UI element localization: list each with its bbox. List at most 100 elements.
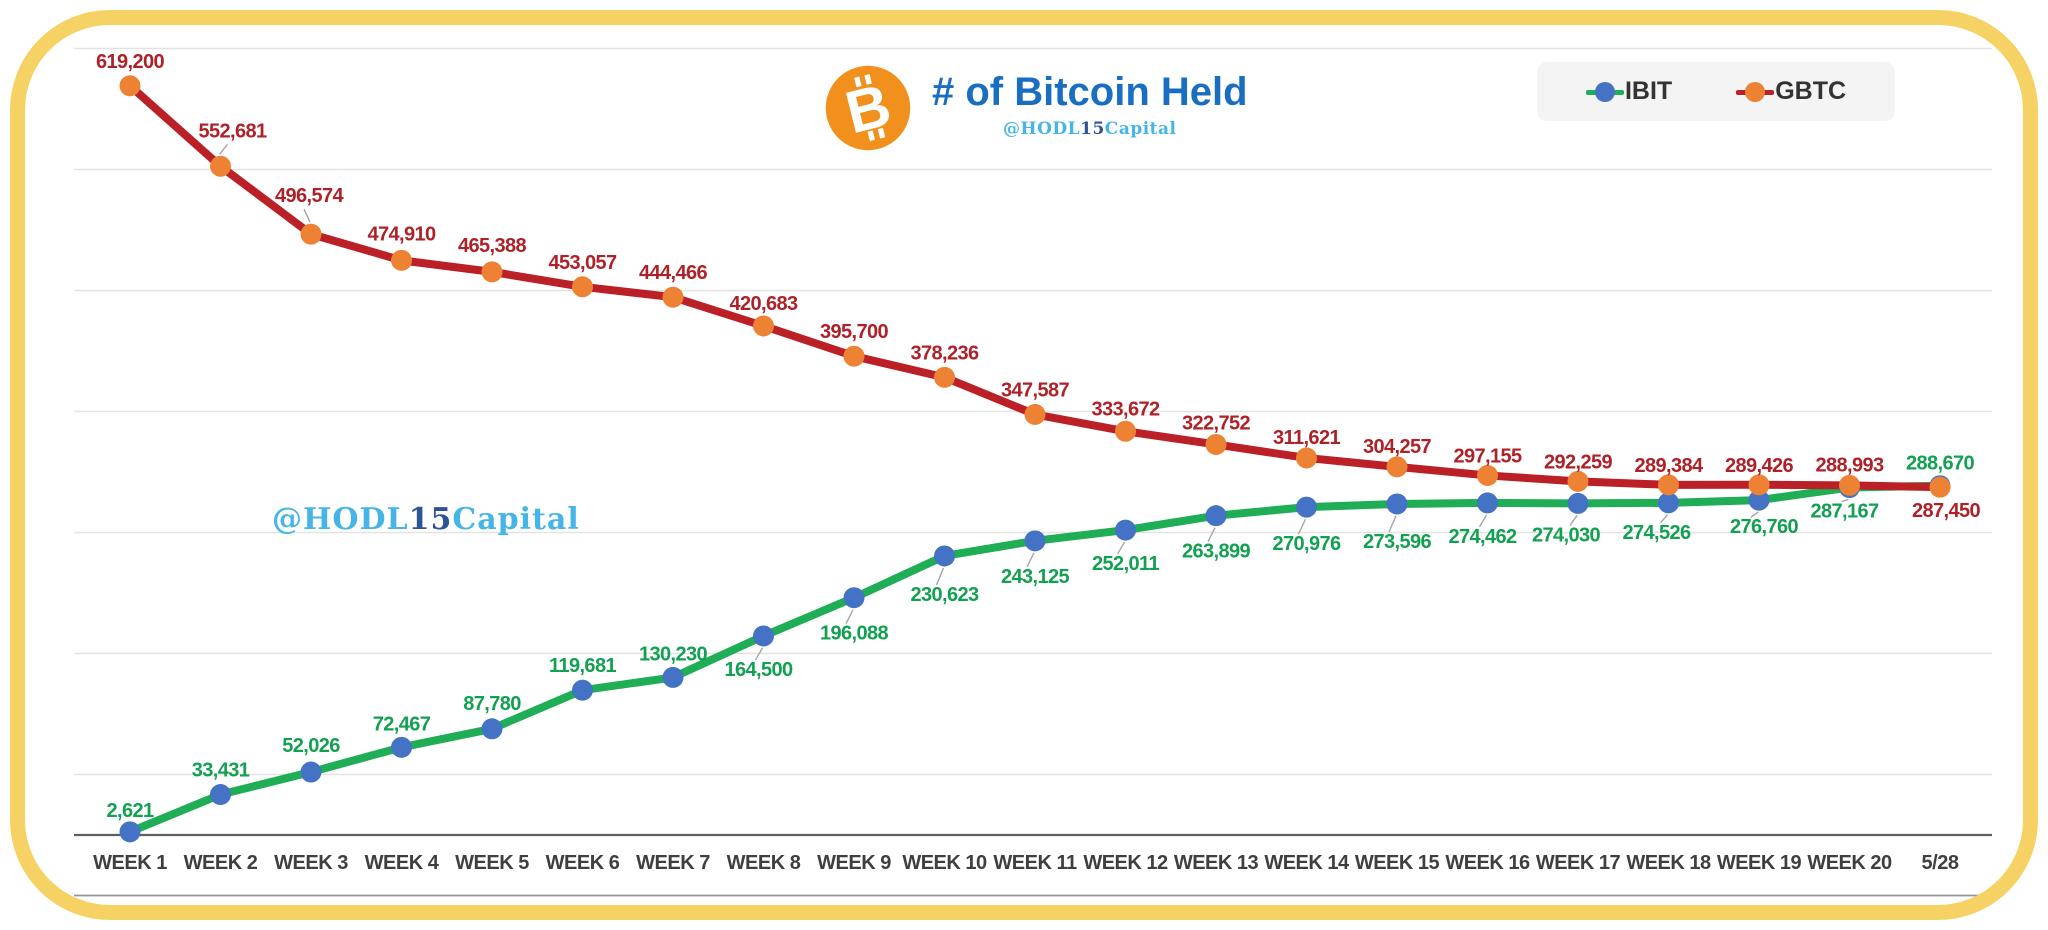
x-axis-label: WEEK 5 [455, 852, 529, 874]
data-point-ibit [1748, 489, 1770, 511]
x-axis-label: WEEK 15 [1355, 852, 1440, 874]
credit-handle: @HODL15Capital [1003, 119, 1176, 139]
data-label-ibit: 263,899 [1182, 541, 1251, 563]
data-label-gbtc: 552,681 [198, 120, 267, 142]
data-label-ibit: 230,623 [910, 584, 979, 606]
data-label-ibit: 274,030 [1532, 524, 1601, 546]
data-label-gbtc: 496,574 [275, 185, 345, 207]
data-label-gbtc: 288,993 [1815, 454, 1884, 476]
data-label-gbtc: 304,257 [1363, 436, 1432, 458]
label-leader-line [1207, 527, 1216, 542]
data-label-ibit: 287,167 [1810, 501, 1879, 523]
data-point-ibit [210, 784, 231, 806]
data-label-gbtc: 333,672 [1091, 398, 1160, 420]
x-axis-label: WEEK 11 [993, 852, 1077, 874]
label-leader-line [845, 609, 854, 625]
data-label-gbtc: 444,466 [639, 262, 708, 284]
data-point-gbtc [572, 276, 593, 298]
data-point-ibit [1024, 530, 1046, 552]
label-leader-line [1750, 511, 1759, 518]
data-label-ibit: 274,462 [1448, 526, 1517, 548]
x-axis-label: WEEK 8 [727, 852, 801, 874]
data-point-gbtc [1115, 420, 1136, 442]
data-point-gbtc [1205, 433, 1227, 455]
watermark-number: 15 [408, 502, 453, 537]
data-point-gbtc [1567, 470, 1589, 492]
x-axis-label: WEEK 18 [1626, 852, 1711, 874]
data-point-gbtc [300, 223, 322, 245]
x-axis-label: WEEK 12 [1083, 852, 1168, 874]
x-axis-label: WEEK 3 [274, 852, 348, 874]
data-label-gbtc: 297,155 [1453, 445, 1522, 467]
data-label-gbtc: 287,450 [1912, 500, 1981, 522]
label-leader-line [1116, 541, 1126, 555]
data-label-ibit: 288,670 [1906, 453, 1975, 475]
data-point-ibit [662, 666, 684, 688]
x-axis-label: 5/28 [1922, 852, 1959, 874]
data-point-gbtc [1024, 403, 1046, 425]
x-axis-label: WEEK 10 [902, 852, 987, 874]
data-point-gbtc [1386, 456, 1408, 478]
data-point-gbtc [1839, 474, 1860, 496]
credit-suffix: Capital [1104, 119, 1177, 139]
x-axis-label: WEEK 4 [365, 852, 440, 874]
data-label-ibit: 252,011 [1092, 553, 1159, 575]
data-label-gbtc: 322,752 [1182, 412, 1251, 434]
data-label-gbtc: 378,236 [910, 342, 979, 364]
data-point-ibit [572, 679, 593, 701]
label-leader-line [935, 567, 945, 586]
x-axis-label: WEEK 1 [93, 852, 167, 874]
label-leader-line [218, 143, 229, 155]
label-leader-line [1478, 514, 1488, 528]
data-point-ibit [1205, 505, 1227, 527]
data-label-gbtc: 453,057 [548, 252, 617, 274]
data-point-gbtc [934, 366, 955, 388]
data-label-ibit: 52,026 [282, 735, 340, 757]
legend: IBIT GBTC [1537, 62, 1895, 121]
x-axis-label: WEEK 17 [1536, 852, 1621, 874]
data-point-gbtc [843, 345, 865, 367]
legend-label-gbtc: GBTC [1775, 77, 1847, 105]
data-point-ibit [300, 761, 322, 783]
data-point-gbtc [481, 261, 503, 283]
x-axis-label: WEEK 14 [1264, 852, 1350, 874]
x-axis-label: WEEK 19 [1717, 852, 1802, 874]
label-leader-line [1659, 514, 1669, 524]
x-axis-label: WEEK 16 [1445, 852, 1530, 874]
data-point-ibit [843, 587, 865, 609]
page-title: # of Bitcoin Held [932, 70, 1248, 114]
data-point-ibit [119, 821, 141, 843]
x-axis-label: WEEK 7 [636, 852, 710, 874]
data-point-ibit [481, 718, 503, 740]
data-label-ibit: 276,760 [1730, 516, 1799, 538]
x-axis-label: WEEK 20 [1807, 852, 1892, 874]
watermark-suffix: Capital [452, 502, 580, 537]
label-leader-line [1569, 515, 1578, 526]
x-axis-label: WEEK 13 [1174, 852, 1259, 874]
x-axis-label: WEEK 2 [184, 852, 258, 874]
data-label-gbtc: 619,200 [96, 51, 165, 73]
data-point-gbtc [1658, 474, 1679, 496]
data-point-gbtc [1296, 447, 1317, 469]
data-point-ibit [1477, 492, 1498, 514]
watermark: @HODL15Capital [272, 502, 580, 537]
data-point-ibit [753, 625, 774, 647]
data-label-gbtc: 289,384 [1634, 455, 1704, 477]
gbtc-legend-marker-icon [1736, 81, 1775, 103]
title-block: B # of Bitcoin Held @HODL15Capital [824, 64, 1248, 152]
data-label-gbtc: 474,910 [367, 223, 436, 245]
label-leader-line [1388, 515, 1397, 533]
legend-item-ibit: IBIT [1585, 77, 1673, 106]
data-point-ibit [1386, 493, 1408, 515]
data-point-ibit [1296, 496, 1317, 518]
ibit-legend-marker-icon [1585, 81, 1624, 103]
data-label-ibit: 119,681 [549, 655, 616, 677]
data-label-gbtc: 347,587 [1001, 379, 1070, 401]
data-point-gbtc [119, 75, 141, 97]
data-label-ibit: 130,230 [639, 643, 708, 665]
data-point-ibit [1567, 492, 1589, 514]
data-label-gbtc: 311,621 [1273, 427, 1340, 449]
legend-label-ibit: IBIT [1624, 77, 1673, 105]
bitcoin-logo-icon: B [825, 65, 911, 151]
